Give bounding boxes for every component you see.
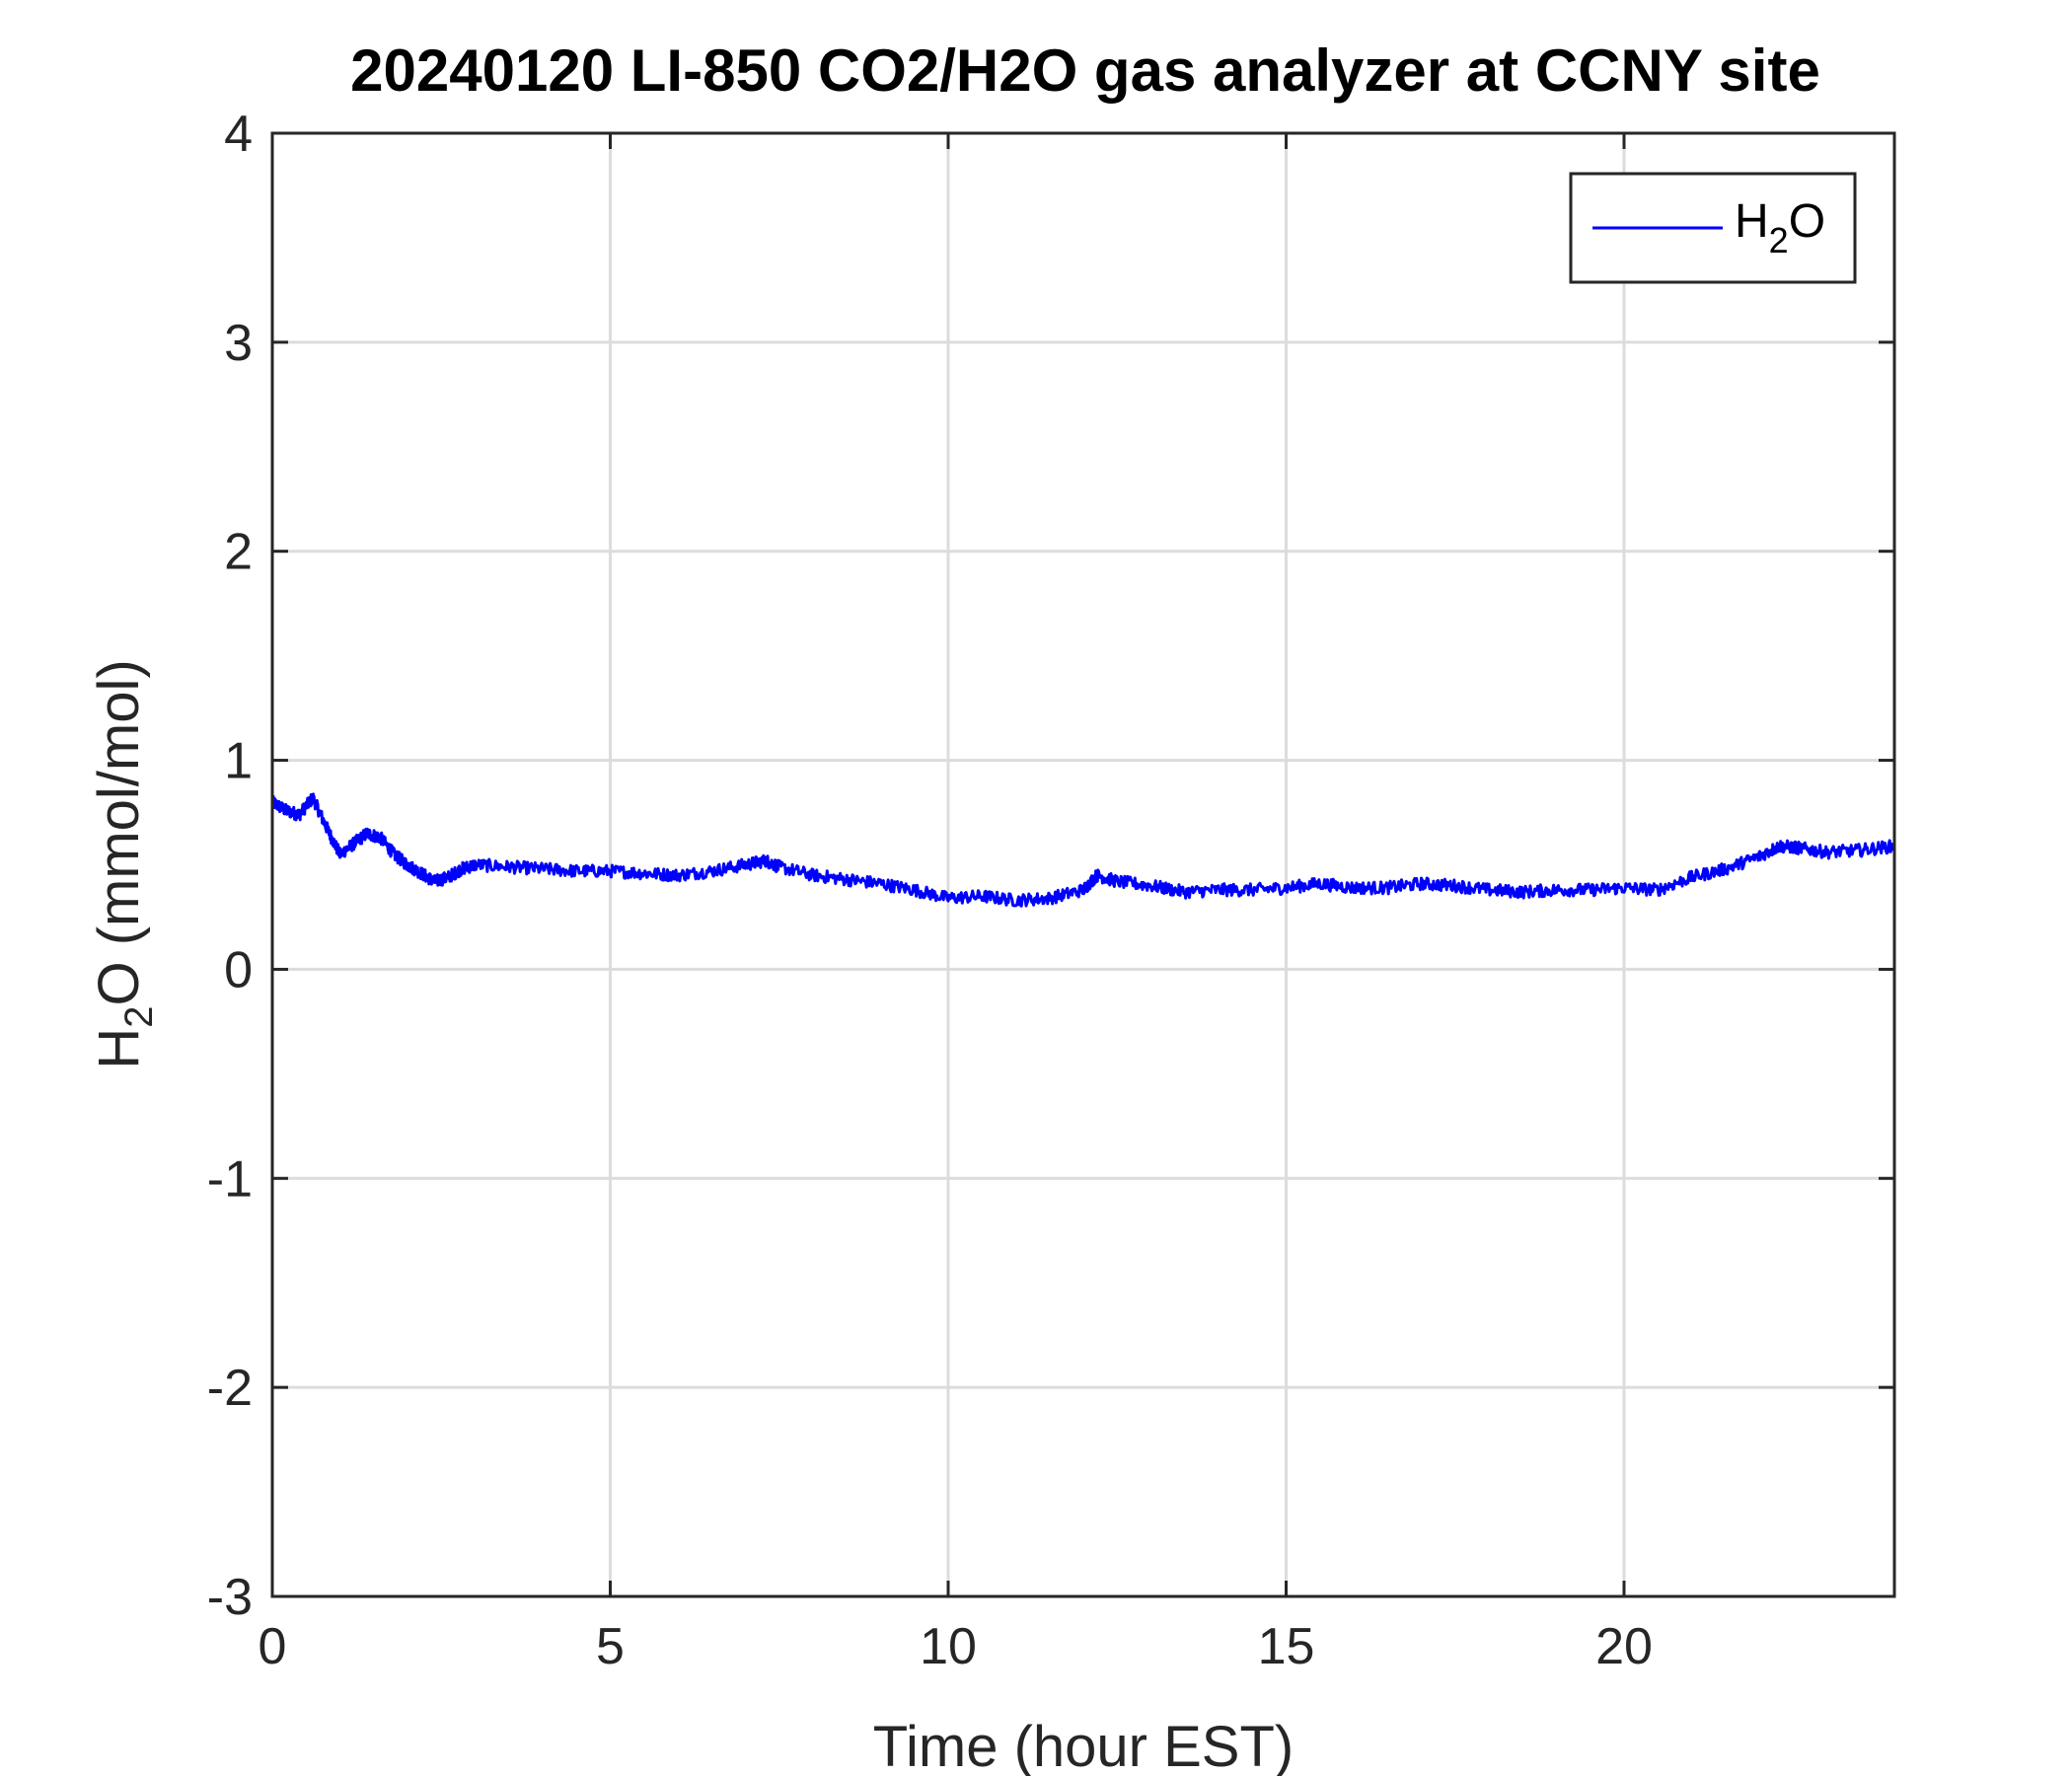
axis-ticks xyxy=(270,131,1894,1598)
y-axis-label-suffix: O (mmol/mol) xyxy=(87,659,151,1005)
axes-box xyxy=(270,131,1896,1598)
y-tick-labels: -3 -2 -1 0 1 2 3 4 xyxy=(207,106,253,1626)
legend-label-subscript: 2 xyxy=(1769,220,1789,260)
y-tick-label: 1 xyxy=(224,733,253,790)
y-axis-label-prefix: H xyxy=(87,1028,151,1070)
legend-label-suffix: O xyxy=(1789,195,1825,248)
y-axis-label-subscript: 2 xyxy=(117,1006,161,1028)
legend: H2O xyxy=(1569,172,1857,284)
x-axis-label: Time (hour EST) xyxy=(873,1715,1294,1776)
y-tick-label: -1 xyxy=(207,1150,253,1208)
grid-lines xyxy=(272,133,1894,1596)
y-tick-label: -3 xyxy=(207,1569,253,1626)
x-tick-label: 20 xyxy=(1595,1618,1653,1675)
series-line-0 xyxy=(270,792,1896,908)
x-tick-label: 5 xyxy=(596,1618,625,1675)
x-tick-label: 0 xyxy=(259,1618,287,1675)
x-tick-label: 15 xyxy=(1258,1618,1315,1675)
y-axis-label: H2O (mmol/mol) xyxy=(87,659,161,1069)
legend-label: H2O xyxy=(1735,195,1825,260)
x-tick-label: 10 xyxy=(920,1618,977,1675)
series-layer xyxy=(270,792,1896,908)
y-tick-label: 2 xyxy=(224,524,253,581)
chart-title: 20240120 LI-850 CO2/H2O gas analyzer at … xyxy=(350,37,1820,104)
y-tick-label: 3 xyxy=(224,315,253,372)
y-tick-label: 4 xyxy=(224,106,253,163)
y-tick-label: -2 xyxy=(207,1360,253,1417)
y-tick-label: 0 xyxy=(224,941,253,999)
legend-label-prefix: H xyxy=(1735,195,1769,248)
x-tick-labels: 0 5 10 15 20 xyxy=(259,1618,1653,1675)
